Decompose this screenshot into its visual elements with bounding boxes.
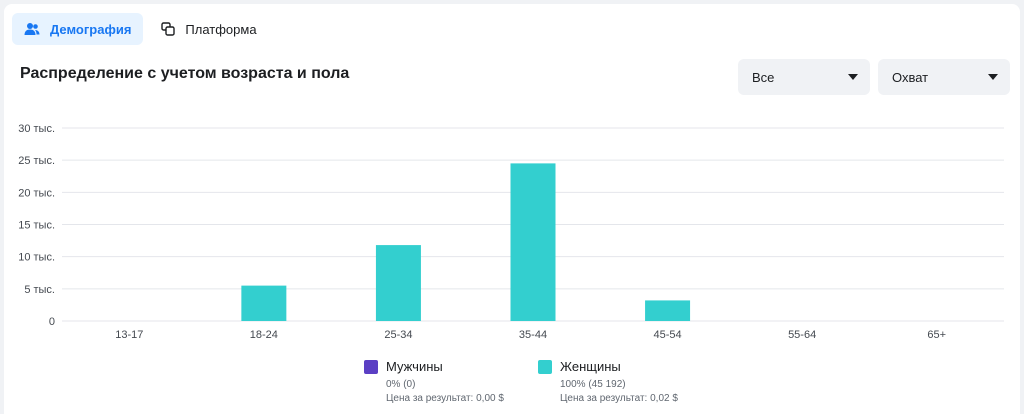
- metric-select[interactable]: Охват: [878, 59, 1010, 95]
- section-title: Распределение с учетом возраста и пола: [20, 65, 350, 82]
- caret-down-icon: [848, 74, 858, 80]
- legend-item-women[interactable]: Женщины 100% (45 192) Цена за результат:…: [538, 359, 678, 406]
- gender-select-value: Все: [752, 69, 775, 85]
- y-tick-label: 25 тыс.: [18, 155, 55, 167]
- age-gender-bar-chart: 0 5 тыс. 10 тыс. 15 тыс. 20 тыс. 25 тыс. 30 ты…: [18, 123, 1004, 341]
- y-tick-label: 10 тыс.: [18, 252, 55, 264]
- legend-share-men: 0% (0): [386, 379, 416, 390]
- x-tick-label: 45-54: [654, 329, 682, 341]
- x-tick-label: 18-24: [250, 329, 278, 341]
- audience-card: Демография Платформа Распределение с уче…: [4, 4, 1020, 414]
- tab-platform-label: Платформа: [185, 21, 257, 37]
- bar-women-35-44[interactable]: [510, 163, 556, 321]
- y-tick-label: 30 тыс.: [18, 123, 55, 135]
- y-tick-label: 0: [49, 316, 55, 328]
- legend-label-women: Женщины: [560, 359, 621, 374]
- x-tick-label: 13-17: [115, 329, 143, 341]
- legend-cost-women: Цена за результат: 0,02 $: [560, 393, 678, 404]
- x-tick-label: 35-44: [519, 329, 547, 341]
- x-tick-label: 55-64: [788, 329, 816, 341]
- caret-down-icon: [988, 74, 998, 80]
- tab-demographics[interactable]: Демография: [12, 13, 144, 45]
- people-icon: [24, 22, 40, 36]
- tab-bar: Демография Платформа: [12, 13, 269, 45]
- bar-women-45-54[interactable]: [645, 300, 691, 321]
- legend-swatch-women: [538, 359, 552, 374]
- y-tick-label: 20 тыс.: [18, 187, 55, 199]
- legend-label-men: Мужчины: [386, 359, 443, 374]
- gender-select[interactable]: Все: [738, 59, 870, 95]
- tab-platform[interactable]: Платформа: [149, 13, 268, 45]
- bar-women-18-24[interactable]: [241, 285, 287, 321]
- legend-cost-men: Цена за результат: 0,00 $: [386, 393, 504, 404]
- legend-share-women: 100% (45 192): [560, 379, 626, 390]
- legend-item-men[interactable]: Мужчины 0% (0) Цена за результат: 0,00 $: [364, 359, 504, 406]
- y-tick-label: 5 тыс.: [24, 284, 55, 296]
- x-tick-label: 65+: [927, 329, 946, 341]
- x-tick-label: 25-34: [384, 329, 412, 341]
- platform-icon: [161, 22, 176, 36]
- tab-demographics-label: Демография: [50, 21, 132, 37]
- bar-women-25-34[interactable]: [375, 245, 421, 321]
- metric-select-value: Охват: [892, 69, 929, 85]
- legend-swatch-men: [364, 359, 378, 374]
- y-tick-label: 15 тыс.: [18, 220, 55, 232]
